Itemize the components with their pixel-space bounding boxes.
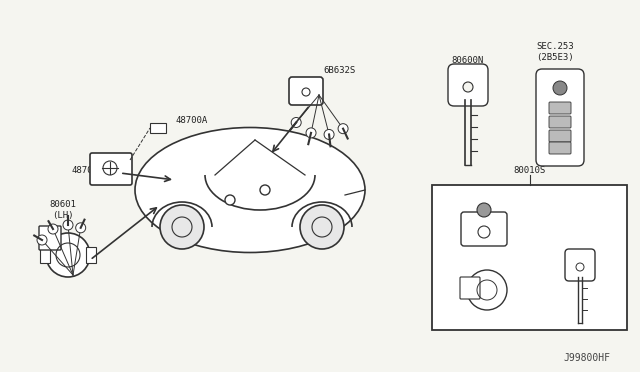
Circle shape xyxy=(324,129,334,140)
FancyBboxPatch shape xyxy=(549,142,571,154)
Circle shape xyxy=(338,124,348,134)
FancyBboxPatch shape xyxy=(460,277,480,299)
Text: 48700: 48700 xyxy=(72,166,99,174)
FancyBboxPatch shape xyxy=(461,212,507,246)
Ellipse shape xyxy=(135,128,365,253)
FancyBboxPatch shape xyxy=(565,249,595,281)
Bar xyxy=(86,247,96,263)
FancyBboxPatch shape xyxy=(289,77,323,105)
FancyBboxPatch shape xyxy=(549,116,571,128)
Text: 80600N: 80600N xyxy=(452,55,484,64)
Circle shape xyxy=(76,223,86,233)
Bar xyxy=(432,185,627,330)
FancyBboxPatch shape xyxy=(549,102,571,114)
Text: 48700A: 48700A xyxy=(176,115,208,125)
Circle shape xyxy=(463,82,473,92)
FancyBboxPatch shape xyxy=(448,64,488,106)
Circle shape xyxy=(553,81,567,95)
Circle shape xyxy=(63,220,73,230)
FancyBboxPatch shape xyxy=(536,69,584,166)
Circle shape xyxy=(576,263,584,271)
FancyBboxPatch shape xyxy=(549,130,571,142)
Circle shape xyxy=(48,224,58,234)
Bar xyxy=(40,247,50,263)
Text: 80010S: 80010S xyxy=(513,166,546,174)
Circle shape xyxy=(260,185,270,195)
FancyBboxPatch shape xyxy=(90,153,132,185)
Circle shape xyxy=(467,270,507,310)
Text: 80601
(LH): 80601 (LH) xyxy=(49,200,76,220)
Circle shape xyxy=(300,205,344,249)
Text: 6B632S: 6B632S xyxy=(324,65,356,74)
Bar xyxy=(150,123,166,133)
Circle shape xyxy=(306,128,316,138)
Circle shape xyxy=(160,205,204,249)
FancyBboxPatch shape xyxy=(39,226,61,250)
Circle shape xyxy=(291,118,301,128)
Circle shape xyxy=(225,195,235,205)
Circle shape xyxy=(37,235,47,245)
Text: J99800HF: J99800HF xyxy=(563,353,610,363)
Circle shape xyxy=(477,203,491,217)
Circle shape xyxy=(46,233,90,277)
Text: SEC.253
(2B5E3): SEC.253 (2B5E3) xyxy=(536,42,574,62)
